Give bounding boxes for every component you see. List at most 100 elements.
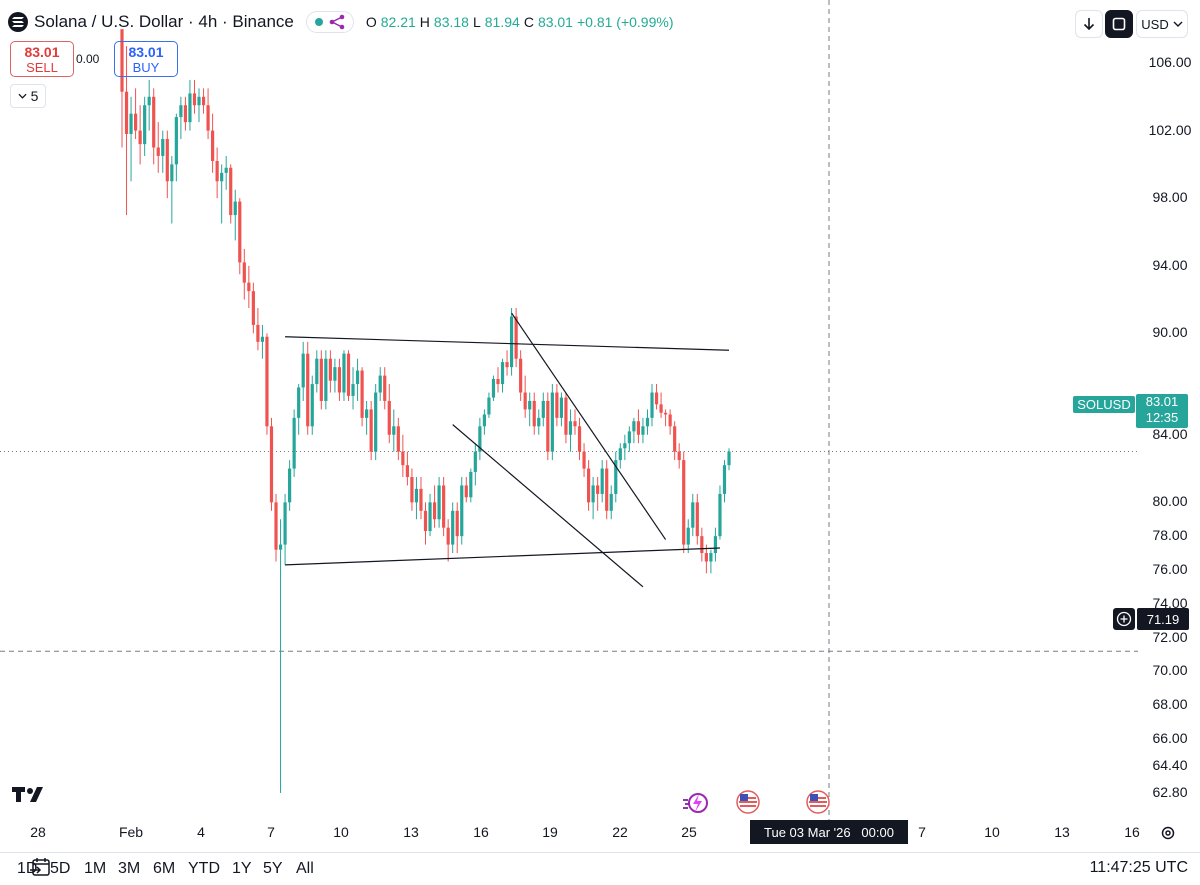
utc-clock[interactable]: 11:47:25 UTC bbox=[1089, 859, 1188, 876]
solana-logo-icon bbox=[8, 12, 28, 32]
candle-body bbox=[432, 502, 437, 520]
candle-body bbox=[632, 421, 636, 432]
candle-body bbox=[328, 358, 332, 381]
time-axis-label: 28 bbox=[30, 824, 46, 840]
interval-selector[interactable]: 5 bbox=[10, 84, 46, 108]
price-axis-label: 62.80 bbox=[1152, 784, 1188, 800]
candle-body bbox=[627, 431, 631, 444]
candle-body bbox=[133, 113, 138, 131]
candle-body bbox=[682, 460, 686, 545]
candle-body bbox=[713, 536, 718, 554]
time-axis-label: 10 bbox=[984, 824, 1000, 840]
candle-body bbox=[165, 139, 169, 182]
time-axis-label: 13 bbox=[1054, 824, 1070, 840]
price-chart[interactable] bbox=[0, 0, 1200, 852]
candle-body bbox=[292, 417, 296, 469]
ohlc-high: 83.18 bbox=[433, 14, 469, 30]
candle-body bbox=[152, 96, 156, 148]
range-button-5y[interactable]: 5Y bbox=[263, 860, 283, 877]
candle-body bbox=[387, 400, 391, 435]
fullscreen-button[interactable] bbox=[1105, 10, 1133, 38]
current-price-tag: 83.01 12:35 bbox=[1136, 394, 1188, 428]
ohlc-change: +0.81 (+0.99%) bbox=[576, 14, 674, 30]
price-axis-label: 106.00 bbox=[1148, 54, 1192, 70]
range-button-3m[interactable]: 3M bbox=[118, 860, 141, 877]
buy-button[interactable]: 83.01 BUY bbox=[114, 41, 178, 77]
time-axis-label: 25 bbox=[681, 824, 697, 840]
trendline-3 bbox=[511, 312, 667, 540]
event-marker-us-1[interactable] bbox=[736, 790, 760, 819]
date-range-button[interactable] bbox=[30, 857, 52, 882]
candle-body bbox=[469, 471, 473, 498]
candle-body bbox=[618, 448, 622, 461]
candle-body bbox=[414, 488, 419, 503]
candle-body bbox=[392, 426, 396, 435]
bottom-toolbar: 1D 5D 1M 3M 6M YTD 1Y 5Y All 11:47:25 UTC bbox=[0, 852, 1200, 885]
market-status-pill[interactable] bbox=[305, 11, 354, 33]
price-axis-label: 78.00 bbox=[1152, 527, 1188, 544]
range-button-all[interactable]: All bbox=[296, 860, 314, 877]
candle-body bbox=[224, 167, 228, 173]
range-button-1d[interactable]: 1D bbox=[17, 860, 38, 877]
range-button-ytd[interactable]: YTD bbox=[188, 860, 220, 877]
event-marker-us-2[interactable] bbox=[806, 790, 830, 819]
candle-body bbox=[600, 468, 604, 494]
range-button-6m[interactable]: 6M bbox=[153, 860, 176, 877]
candle-body bbox=[401, 451, 405, 466]
candle-body bbox=[278, 544, 283, 550]
candle-body bbox=[614, 460, 618, 494]
candle-body bbox=[509, 316, 514, 368]
candle-body bbox=[288, 468, 292, 503]
candle-body bbox=[577, 426, 582, 452]
us-flag-icon bbox=[806, 790, 830, 814]
axis-settings-button[interactable] bbox=[1158, 823, 1178, 843]
symbol-title[interactable]: Solana / U.S. Dollar · 4h · Binance bbox=[34, 12, 294, 31]
candle-body bbox=[722, 465, 727, 494]
candle-body bbox=[405, 465, 409, 478]
trendline-4 bbox=[452, 424, 644, 588]
candle-body bbox=[355, 370, 360, 385]
add-alert-button[interactable] bbox=[1113, 608, 1135, 630]
buy-price: 83.01 bbox=[128, 44, 164, 60]
time-axis-label: Feb bbox=[118, 824, 144, 840]
chevron-down-icon bbox=[18, 93, 27, 99]
time-axis-label: 13 bbox=[403, 824, 419, 840]
candle-body bbox=[147, 96, 151, 106]
candle-body bbox=[446, 527, 450, 545]
time-axis-label: 10 bbox=[333, 824, 349, 840]
us-flag-icon bbox=[736, 790, 760, 814]
buy-label: BUY bbox=[132, 60, 160, 75]
candle-body bbox=[596, 485, 600, 494]
candle-body bbox=[192, 93, 197, 106]
candle-body bbox=[351, 384, 355, 396]
crosshair-price-tag: 71.19 bbox=[1137, 608, 1189, 630]
candle-body bbox=[337, 367, 342, 393]
candle-body bbox=[283, 502, 287, 545]
ohlc-values: O 82.21 H 83.18 L 81.94 C 83.01 +0.81 (+0.99… bbox=[365, 14, 674, 30]
sell-button[interactable]: 83.01 SELL bbox=[10, 41, 74, 77]
price-axis-label: 80.00 bbox=[1152, 493, 1188, 510]
price-axis-label: 94.00 bbox=[1152, 256, 1188, 273]
candle-body bbox=[333, 367, 337, 381]
range-button-1y[interactable]: 1Y bbox=[232, 860, 252, 877]
event-marker-earnings[interactable] bbox=[682, 791, 710, 820]
price-axis-label: 84.00 bbox=[1152, 425, 1188, 442]
download-button[interactable] bbox=[1075, 10, 1103, 38]
candle-body bbox=[238, 201, 242, 263]
candle-body bbox=[709, 553, 713, 562]
tradingview-logo-icon bbox=[12, 787, 43, 802]
time-axis-label: 7 bbox=[918, 824, 926, 840]
time-axis-label: 19 bbox=[542, 824, 558, 840]
candle-body bbox=[451, 510, 455, 545]
currency-selector[interactable]: USD bbox=[1136, 10, 1188, 38]
candle-body bbox=[659, 404, 663, 413]
chevron-down-icon bbox=[1173, 21, 1183, 27]
candle-body bbox=[586, 468, 591, 503]
tradingview-logo[interactable] bbox=[12, 784, 48, 809]
range-button-1m[interactable]: 1M bbox=[84, 860, 107, 877]
candle-body bbox=[247, 282, 251, 292]
candle-body bbox=[654, 392, 659, 405]
candle-body bbox=[419, 488, 423, 511]
range-button-5d[interactable]: 5D bbox=[50, 860, 71, 877]
candle-body bbox=[124, 91, 129, 134]
